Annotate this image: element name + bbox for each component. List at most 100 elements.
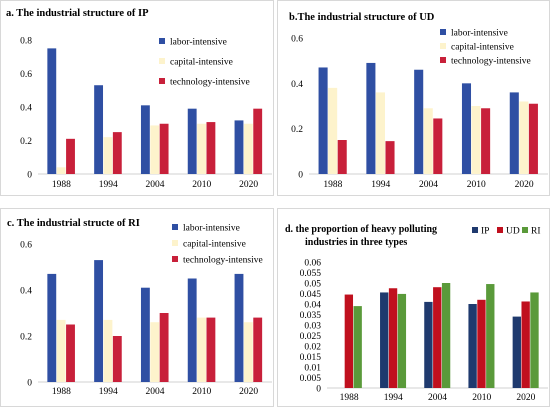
legend-label: labor-intensive [183, 224, 240, 234]
y-tick-label: 0.6 [20, 70, 32, 80]
x-tick-label: 1988 [52, 180, 71, 190]
y-tick-label: 0.02 [304, 343, 321, 353]
x-tick-label: 2004 [146, 180, 165, 190]
bar-capital-intensive-1994 [103, 319, 113, 382]
chart-frame [0, 0, 274, 196]
chart-frame [277, 0, 550, 196]
bar-labor-intensive-1988 [47, 273, 57, 382]
y-tick-label: 0.04 [304, 301, 321, 311]
legend-label: capital-intensive [451, 43, 514, 53]
legend-label: technology-intensive [170, 78, 250, 88]
bar-ri-2004 [441, 283, 451, 388]
bar-ud-1988 [344, 294, 354, 388]
bar-technology-intensive-2010 [206, 317, 216, 382]
bar-ud-2010 [477, 299, 486, 388]
legend-label: capital-intensive [170, 58, 233, 68]
bar-technology-intensive-2010 [206, 122, 216, 174]
legend-swatch [159, 58, 165, 64]
bar-technology-intensive-2020 [528, 103, 538, 174]
y-tick-label: 0.2 [20, 137, 32, 147]
y-tick-label: 0 [316, 385, 321, 395]
bar-technology-intensive-1994 [112, 336, 122, 382]
x-tick-label: 1994 [371, 180, 390, 190]
bar-ud-2004 [433, 287, 442, 388]
bar-labor-intensive-2010 [187, 108, 197, 174]
bar-ip-2004 [424, 301, 433, 388]
y-tick-label: 0.05 [304, 280, 321, 290]
bar-capital-intensive-2020 [519, 101, 529, 174]
y-tick-label: 0.015 [300, 353, 322, 363]
bar-capital-intensive-1988 [328, 87, 338, 174]
bar-ri-1994 [397, 293, 407, 388]
legend-swatch [472, 227, 478, 233]
y-tick-label: 0.4 [20, 104, 32, 114]
legend-label: UD [506, 227, 520, 237]
bar-ip-2010 [468, 304, 477, 388]
y-tick-label: 0.055 [300, 269, 322, 279]
bar-ip-1994 [380, 292, 389, 388]
bar-capital-intensive-2004 [150, 322, 160, 382]
chart-c-svg: c. The industrial structe of RI 0 0.2 0.4 0.… [0, 208, 274, 407]
bar-ri-1988 [353, 306, 362, 388]
x-tick-label: 1994 [99, 387, 118, 397]
legend-swatch [440, 57, 446, 63]
bar-technology-intensive-2004 [433, 118, 443, 174]
legend-label: labor-intensive [451, 29, 508, 39]
x-tick-label: 2020 [239, 180, 258, 190]
bar-labor-intensive-2004 [140, 105, 150, 174]
bar-capital-intensive-2010 [197, 123, 206, 174]
x-tick-label: 2020 [515, 180, 534, 190]
legend-label: IP [481, 227, 489, 237]
chart-panel-a: a. The industrial structure of IP 0 0.2 0.4… [0, 0, 274, 196]
legend-swatch [159, 38, 165, 44]
x-tick-label: 2010 [192, 387, 211, 397]
y-tick-label: 0.2 [20, 333, 32, 343]
bar-capital-intensive-1994 [103, 137, 113, 174]
x-tick-label: 1988 [340, 393, 359, 403]
bar-capital-intensive-2010 [197, 317, 206, 382]
x-tick-label: 2004 [428, 393, 447, 403]
x-tick-label: 1994 [99, 180, 118, 190]
bar-ri-2020 [530, 292, 539, 388]
chart-title: c. The industrial structe of RI [7, 218, 140, 229]
bar-technology-intensive-1988 [66, 138, 75, 174]
bar-ud-1994 [388, 288, 398, 388]
x-tick-label: 1988 [52, 387, 71, 397]
legend-swatch [172, 224, 178, 230]
legend-swatch [172, 240, 178, 246]
y-tick-label: 0.4 [20, 287, 32, 297]
x-tick-label: 2010 [467, 180, 486, 190]
bar-capital-intensive-2004 [423, 108, 433, 174]
bar-capital-intensive-2020 [243, 123, 253, 174]
x-tick-label: 1994 [384, 393, 403, 403]
legend-swatch [522, 227, 528, 233]
bar-capital-intensive-2020 [243, 322, 253, 382]
legend-swatch [440, 29, 446, 35]
bar-capital-intensive-1988 [56, 167, 66, 174]
chart-a-svg: a. The industrial structure of IP 0 0.2 0.4… [0, 0, 274, 196]
chart-d-svg: d. the proportion of heavy polluting indu… [277, 208, 550, 407]
bar-labor-intensive-2020 [234, 273, 244, 382]
x-tick-label: 2010 [472, 393, 491, 403]
y-tick-label: 0.6 [291, 35, 303, 45]
y-tick-label: 0.005 [300, 374, 322, 384]
bar-technology-intensive-1988 [337, 140, 347, 174]
bar-labor-intensive-1994 [366, 62, 376, 174]
bar-technology-intensive-1994 [112, 132, 122, 174]
bar-technology-intensive-2004 [159, 313, 169, 382]
bar-labor-intensive-1994 [94, 260, 104, 382]
legend-swatch [159, 78, 165, 84]
bar-ud-2020 [521, 301, 530, 388]
x-tick-label: 2004 [419, 180, 438, 190]
x-tick-label: 2020 [516, 393, 535, 403]
chart-panel-b: b.The industrial structure of UD 0 0.2 0.4 0… [277, 0, 550, 196]
bar-technology-intensive-2020 [253, 108, 263, 174]
chart-title: b.The industrial structure of UD [289, 12, 435, 23]
bar-capital-intensive-1988 [56, 319, 66, 382]
bar-technology-intensive-2020 [253, 317, 263, 382]
y-tick-label: 0 [27, 171, 32, 181]
y-tick-label: 0.2 [291, 125, 303, 135]
x-tick-label: 2020 [239, 387, 258, 397]
chart-frame [0, 208, 274, 407]
bar-labor-intensive-2010 [187, 278, 197, 382]
